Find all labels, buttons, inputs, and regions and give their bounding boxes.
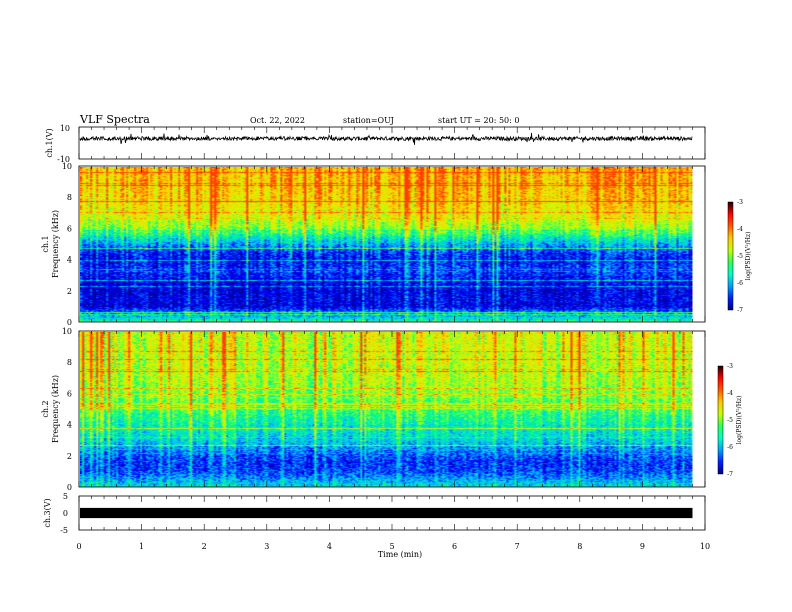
frequency-tick-label: 2 xyxy=(67,287,72,296)
ch3-time-ticks xyxy=(78,496,706,530)
frequency-tick-label: 6 xyxy=(67,389,72,398)
ch1-waveform-ylabel: ch.1(V) xyxy=(45,128,54,157)
time-tick-label: 6 xyxy=(452,542,457,551)
ch1-frequency-tick-labels: 0 2 4 6 8 10 xyxy=(62,162,72,327)
time-tick-label: 0 xyxy=(76,542,81,551)
ch1-spectrogram-ylabel-frequency: Frequency (kHz) xyxy=(51,210,60,278)
time-tick-label: 3 xyxy=(264,542,269,551)
frequency-tick-label: 8 xyxy=(67,193,72,202)
ch3-waveform-ylabel: ch.3(V) xyxy=(43,498,52,527)
ch1-colorbar-label: log(PSD)(V²/Hz) xyxy=(745,232,752,281)
colorbar-tick-label: -5 xyxy=(737,253,743,260)
ch1-colorbar: -3 -4 -5 -6 -7 log(PSD)(V²/Hz) xyxy=(727,199,752,314)
ch3-ytick-bottom: -5 xyxy=(60,526,68,535)
time-tick-label: 5 xyxy=(389,542,394,551)
ch1-waveform-panel: 10 -10 ch.1(V) xyxy=(45,124,706,164)
ch2-colorbar-scale xyxy=(717,365,724,475)
time-tick-label: 10 xyxy=(700,542,710,551)
time-tick-label: 1 xyxy=(139,542,144,551)
colorbar-tick-label: -3 xyxy=(727,363,733,370)
station-label: station=OUJ xyxy=(343,116,394,125)
ch1-ytick-top: 10 xyxy=(60,124,70,133)
colorbar-tick-label: -4 xyxy=(737,226,743,233)
ch3-ytick-top: 5 xyxy=(63,492,68,501)
ch1-waveform-trace xyxy=(79,132,693,145)
ch2-colorbar: -3 -4 -5 -6 -7 log(PSD)(V²/Hz) xyxy=(717,363,743,478)
time-axis-label: Time (min) xyxy=(378,550,422,559)
ch2-spectrogram-image xyxy=(80,332,693,487)
ch3-waveform-panel: 5 0 -5 ch.3(V) xyxy=(43,492,706,535)
ch1-spectrogram-ylabel-channel: ch.1 xyxy=(41,235,50,252)
frequency-tick-label: 10 xyxy=(62,162,72,171)
ch2-spectrogram-ylabel-frequency: Frequency (kHz) xyxy=(51,375,60,443)
ch1-time-ticks xyxy=(78,127,706,159)
colorbar-tick-label: -4 xyxy=(727,390,733,397)
colorbar-tick-label: -3 xyxy=(737,199,743,206)
ch2-frequency-tick-labels: 0 2 4 6 8 10 xyxy=(62,327,72,492)
observation-date: Oct. 22, 2022 xyxy=(250,116,305,125)
colorbar-tick-label: -7 xyxy=(727,471,733,478)
start-time-label: start UT = 20: 50: 0 xyxy=(438,116,519,125)
ch1-colorbar-scale xyxy=(727,201,734,311)
ch3-ytick-middle: 0 xyxy=(63,509,68,518)
ch1-colorbar-tick-labels: -3 -4 -5 -6 -7 xyxy=(737,199,743,314)
time-tick-label: 4 xyxy=(327,542,332,551)
colorbar-tick-label: -5 xyxy=(727,417,733,424)
ch2-spectrogram-ylabel-channel: ch.2 xyxy=(41,400,50,417)
colorbar-tick-label: -6 xyxy=(737,280,743,287)
ch1-spectrogram-panel: 0 2 4 6 8 10 ch.1 Frequency (kHz) xyxy=(41,162,706,327)
ch2-colorbar-tick-labels: -3 -4 -5 -6 -7 xyxy=(727,363,733,478)
frequency-tick-label: 8 xyxy=(67,358,72,367)
time-tick-label: 2 xyxy=(202,542,207,551)
frequency-tick-label: 0 xyxy=(67,483,72,492)
ch1-ytick-bottom: -10 xyxy=(57,155,70,164)
frequency-tick-label: 10 xyxy=(62,327,72,336)
ch2-spectrogram-panel: 0 2 4 6 8 10 ch.2 Frequency (kHz) xyxy=(41,327,706,492)
ch1-spectrogram-image xyxy=(80,167,693,322)
ch3-waveform-trace xyxy=(80,507,693,519)
frequency-tick-label: 4 xyxy=(67,421,72,430)
time-axis-tick-labels: 0 1 2 3 4 5 6 7 8 9 10 xyxy=(76,542,710,551)
time-tick-label: 8 xyxy=(577,542,582,551)
time-tick-label: 7 xyxy=(515,542,520,551)
ch2-colorbar-label: log(PSD)(V²/Hz) xyxy=(736,396,743,445)
ch2-spectrogram-ticks xyxy=(78,331,706,487)
frequency-tick-label: 2 xyxy=(67,452,72,461)
ch1-spectrogram-ticks xyxy=(78,166,706,322)
frequency-tick-label: 4 xyxy=(67,256,72,265)
frequency-tick-label: 6 xyxy=(67,224,72,233)
time-tick-label: 9 xyxy=(640,542,645,551)
colorbar-tick-label: -7 xyxy=(737,307,743,314)
colorbar-tick-label: -6 xyxy=(727,444,733,451)
frequency-tick-label: 0 xyxy=(67,318,72,327)
figure-title: VLF Spectra xyxy=(79,113,150,126)
